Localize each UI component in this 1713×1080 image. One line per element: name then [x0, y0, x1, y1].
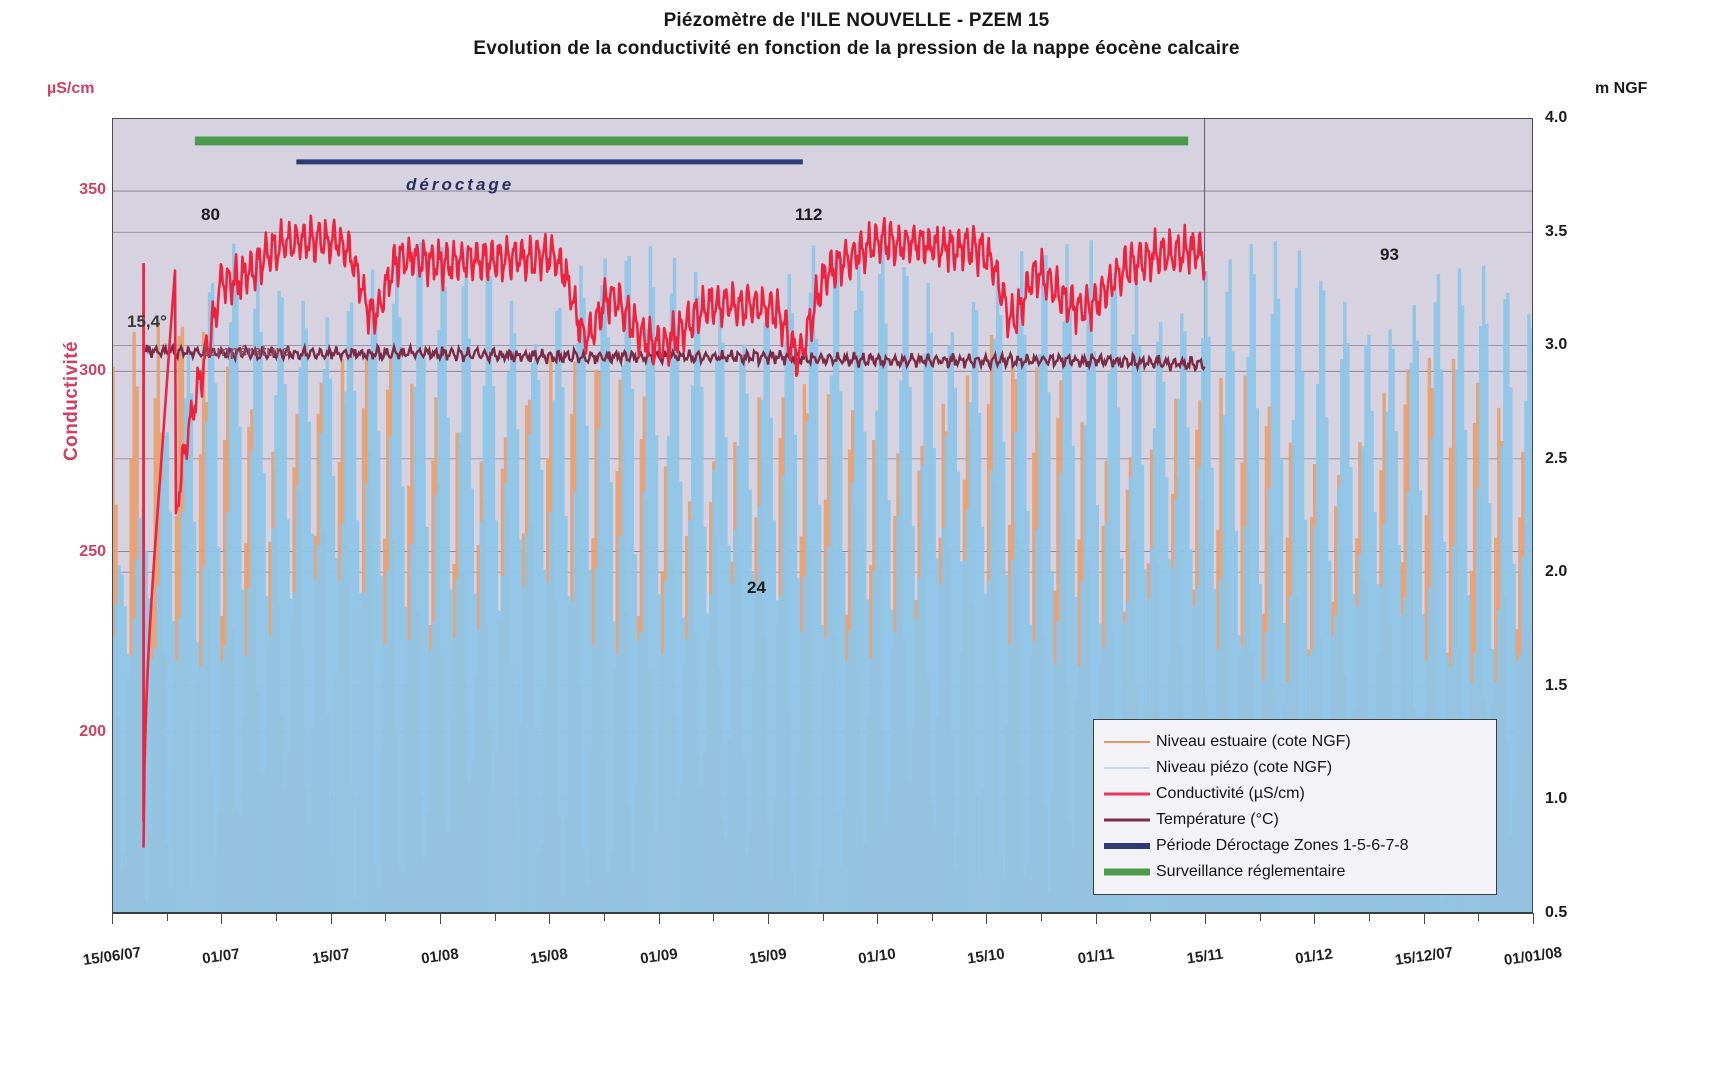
legend-item-label: Niveau piézo (cote NGF)	[1156, 759, 1333, 776]
left-axis-tick: 300	[79, 361, 106, 379]
legend-item-label: Conductivité (µS/cm)	[1156, 785, 1305, 802]
x-axis-tick-mark	[112, 913, 113, 924]
right-axis-tick: 1.5	[1545, 676, 1568, 694]
x-axis-tick: 15/11	[1185, 945, 1225, 968]
annotation-count-24: 24	[747, 578, 766, 597]
x-axis-tick-mark	[1423, 913, 1425, 924]
annotation-count-93: 93	[1380, 245, 1399, 264]
left-axis-tick: 350	[79, 181, 106, 199]
right-axis-tick: 4.0	[1545, 109, 1568, 126]
legend-line-icon	[1102, 787, 1150, 801]
x-axis-tick-mark	[986, 913, 988, 924]
period-bars	[194, 136, 1189, 165]
x-axis-tick: 01/01/08	[1502, 944, 1564, 969]
x-axis-tick: 01/08	[420, 945, 460, 968]
x-axis-tick-mark	[549, 913, 551, 924]
x-axis-tick: 01/09	[638, 945, 679, 968]
legend-item[interactable]: Niveau estuaire (cote NGF)	[1102, 729, 1486, 755]
x-axis-minor-tick-mark	[166, 913, 168, 921]
chart-title-secondary: Evolution de la conductivité en fonction…	[473, 38, 1240, 59]
x-axis-tick: 15/07	[310, 945, 351, 968]
x-axis-minor-tick-mark	[275, 913, 277, 921]
chart-plot-area: 80 112 24 93 déroctage 15,4° température…	[112, 118, 1533, 913]
x-axis-tick-mark	[767, 913, 769, 924]
right-axis-unit-label: m NGF	[1595, 80, 1648, 97]
annotation-deroctage: déroctage	[406, 175, 515, 194]
x-axis-minor-tick-mark	[1041, 913, 1043, 921]
left-axis-unit-label: µS/cm	[47, 80, 95, 97]
x-axis-tick-mark	[1533, 913, 1534, 924]
x-axis-tick: 01/10	[857, 945, 897, 968]
left-axis-tick: 200	[79, 723, 106, 741]
x-axis-tick-mark	[1095, 913, 1097, 924]
x-axis-tick-mark	[1314, 913, 1316, 924]
x-axis-minor-tick-mark	[1369, 913, 1371, 921]
right-axis-tick: 2.5	[1545, 449, 1568, 467]
legend-item-label: Période Déroctage Zones 1-5-6-7-8	[1156, 837, 1409, 854]
legend-item[interactable]: Niveau piézo (cote NGF)	[1102, 755, 1486, 781]
legend-item[interactable]: Conductivité (µS/cm)	[1102, 781, 1486, 807]
right-axis-tick: 3.5	[1545, 222, 1568, 240]
x-axis-tick: 15/12/07	[1393, 944, 1454, 969]
chart-title-primary: Piézomètre de l'ILE NOUVELLE - PZEM 15	[663, 10, 1050, 31]
legend-line-icon	[1102, 761, 1150, 775]
x-axis-minor-tick-mark	[1150, 913, 1152, 921]
x-axis-minor-tick-mark	[603, 913, 605, 921]
series-temperature	[144, 341, 1206, 373]
x-axis-minor-tick-mark	[713, 913, 715, 921]
legend-line-icon	[1102, 735, 1150, 749]
legend-item[interactable]: Température (°C)	[1102, 807, 1486, 833]
series-conductivite	[142, 214, 1206, 848]
right-axis-tick: 1.0	[1545, 790, 1568, 808]
x-axis-tick: 01/12	[1294, 945, 1335, 968]
right-axis-tick: 0.5	[1545, 904, 1568, 921]
x-axis-tick-mark	[658, 913, 660, 924]
x-axis-tick-mark	[1205, 913, 1207, 924]
annotation-count-80: 80	[201, 205, 220, 224]
annotation-temperature-value: 15,4°	[127, 312, 167, 331]
legend-line-icon	[1102, 865, 1150, 879]
x-axis-minor-tick-mark	[385, 913, 387, 921]
annotation-count-112: 112	[795, 205, 823, 224]
legend-line-icon	[1102, 813, 1150, 827]
x-axis-minor-tick-mark	[931, 913, 933, 921]
x-axis-tick-mark	[439, 913, 441, 924]
x-axis-tick: 01/07	[201, 945, 242, 968]
legend-item-label: Surveillance réglementaire	[1156, 863, 1346, 880]
chart-legend: Niveau estuaire (cote NGF) Niveau piézo (…	[1093, 719, 1497, 895]
x-axis-tick: 15/06/07	[81, 944, 143, 969]
x-axis-tick-mark	[877, 913, 879, 924]
left-axis-tick: 250	[79, 542, 106, 560]
right-axis-tick: 3.0	[1545, 336, 1568, 354]
chart-title-block: Piézomètre de l'ILE NOUVELLE - PZEM 15 E…	[0, 8, 1713, 64]
x-axis-tick: 15/10	[966, 945, 1007, 968]
annotation-temperature-label: température	[203, 343, 290, 360]
x-axis-tick: 15/09	[748, 945, 788, 968]
x-axis-minor-tick-mark	[822, 913, 824, 921]
right-axis-tick: 2.0	[1545, 563, 1568, 581]
x-axis-tick-mark	[221, 913, 223, 924]
legend-item-label: Niveau estuaire (cote NGF)	[1156, 733, 1351, 750]
x-axis-minor-tick-mark	[1259, 913, 1261, 921]
x-axis-minor-tick-mark	[1478, 913, 1480, 921]
legend-item-label: Température (°C)	[1156, 811, 1279, 828]
x-axis-tick-mark	[330, 913, 332, 924]
legend-line-icon	[1102, 839, 1150, 853]
legend-item[interactable]: Surveillance réglementaire	[1102, 859, 1486, 885]
x-axis-tick: 15/08	[529, 945, 569, 968]
x-axis-minor-tick-mark	[494, 913, 496, 921]
x-axis-tick: 01/11	[1076, 945, 1116, 968]
left-axis-title: Conductivité	[61, 341, 82, 461]
legend-item[interactable]: Période Déroctage Zones 1-5-6-7-8	[1102, 833, 1486, 859]
